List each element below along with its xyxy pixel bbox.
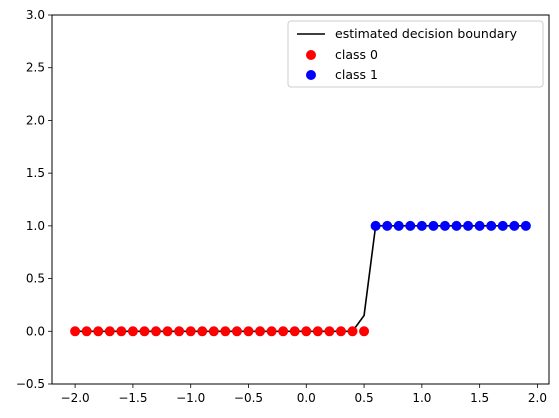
y-tick-label: 0.0	[26, 324, 45, 338]
plot-series	[70, 220, 531, 337]
x-tick-label: −1.5	[118, 391, 147, 405]
class-0-point	[127, 326, 138, 337]
class-1-point	[451, 220, 462, 231]
class-0-point	[335, 326, 346, 337]
x-tick-label: −0.5	[234, 391, 263, 405]
class-0-point	[151, 326, 162, 337]
x-axis: −2.0 −1.5 −1.0 −0.5 0.0 0.5 1.0 1.5 2.0	[61, 384, 547, 405]
y-tick-label: 1.0	[26, 219, 45, 233]
class-0-point	[93, 326, 104, 337]
y-tick-label: 3.0	[26, 8, 45, 22]
class-1-point	[520, 220, 531, 231]
class-0-point	[324, 326, 335, 337]
x-tick-label: −1.0	[176, 391, 205, 405]
class-0-point	[208, 326, 219, 337]
class-0-point	[266, 326, 277, 337]
class-0-point	[70, 326, 81, 337]
x-tick-label: −2.0	[61, 391, 90, 405]
class-1-point	[439, 220, 450, 231]
y-tick-label: 2.5	[26, 61, 45, 75]
class-0-point	[231, 326, 242, 337]
class-0-point	[81, 326, 92, 337]
class-0-point	[220, 326, 231, 337]
class-0-point	[359, 326, 370, 337]
class-0-point	[174, 326, 185, 337]
class-0-point	[104, 326, 115, 337]
class-0-point	[289, 326, 300, 337]
class-1-point	[486, 220, 497, 231]
class-0-point	[278, 326, 289, 337]
class-1-point	[416, 220, 427, 231]
class-1-point	[405, 220, 416, 231]
y-tick-label: −0.5	[16, 377, 45, 391]
y-tick-label: 1.5	[26, 166, 45, 180]
class-0-point	[162, 326, 173, 337]
legend-box	[287, 20, 544, 88]
class-1-point	[370, 220, 381, 231]
y-tick-label: 0.5	[26, 272, 45, 286]
class-1-point	[382, 220, 393, 231]
class-0-point	[185, 326, 196, 337]
class-1-point	[474, 220, 485, 231]
legend-label-class-0: class 0	[335, 47, 378, 62]
legend-marker-class-0	[306, 50, 316, 60]
class-0-point	[197, 326, 208, 337]
class-0-point	[312, 326, 323, 337]
class-1-point	[497, 220, 508, 231]
class-0-point	[243, 326, 254, 337]
class-0-point	[255, 326, 266, 337]
class-1-point	[463, 220, 474, 231]
x-tick-label: 1.5	[470, 391, 489, 405]
legend-marker-class-1	[306, 70, 316, 80]
x-tick-label: 1.0	[412, 391, 431, 405]
x-tick-label: 2.0	[528, 391, 547, 405]
class-1-point	[393, 220, 404, 231]
class-0-point	[347, 326, 358, 337]
y-tick-label: 2.0	[26, 113, 45, 127]
legend-label-class-1: class 1	[335, 67, 378, 82]
y-axis: −0.5 0.0 0.5 1.0 1.5 2.0 2.5 3.0	[16, 8, 52, 391]
class-0-point	[301, 326, 312, 337]
class-1-point	[509, 220, 520, 231]
plot-frame	[51, 14, 550, 385]
legend-label-boundary: estimated decision boundary	[335, 26, 518, 41]
class-0-point	[139, 326, 150, 337]
class-0-point	[116, 326, 127, 337]
legend: estimated decision boundary class 0 clas…	[287, 20, 544, 88]
x-tick-label: 0.0	[297, 391, 316, 405]
class-1-point	[428, 220, 439, 231]
decision-boundary-line	[75, 225, 526, 333]
x-tick-label: 0.5	[355, 391, 374, 405]
